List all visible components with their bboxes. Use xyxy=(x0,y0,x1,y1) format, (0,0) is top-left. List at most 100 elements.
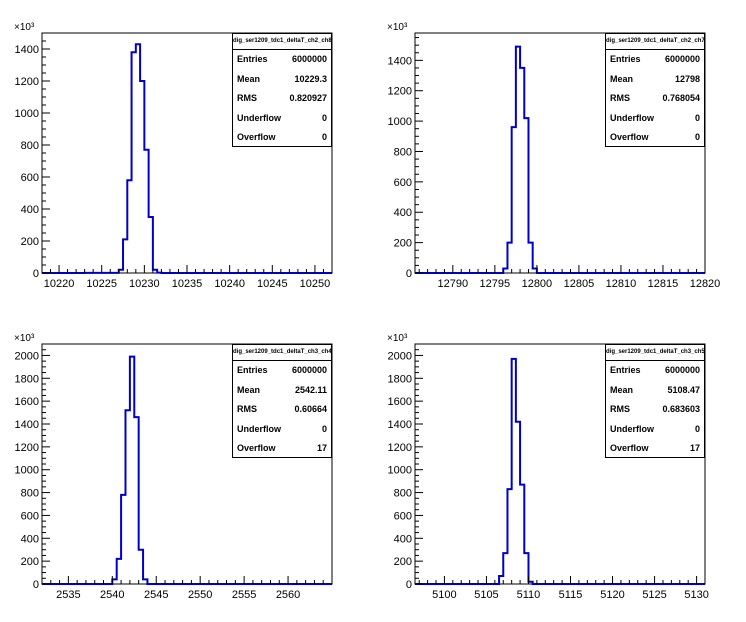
y-tick-label: 1200 xyxy=(15,76,39,88)
histogram-line xyxy=(42,355,332,585)
y-tick-label: 200 xyxy=(21,556,39,568)
stats-rms-value: 0.683603 xyxy=(662,404,700,414)
x-tick-label: 10240 xyxy=(214,278,245,290)
stats-overflow-value: 17 xyxy=(689,443,700,453)
stats-box-ch2-ch7: dig_ser1209_tdc1_deltaT_ch2_ch7 Entries 6… xyxy=(605,33,705,147)
y-tick-label: 1800 xyxy=(388,373,412,385)
stats-title: dig_ser1209_tdc1_deltaT_ch3_ch4 xyxy=(233,345,331,361)
stats-row-overflow: Overflow 0 xyxy=(233,128,331,148)
y-tick-label: 200 xyxy=(394,556,412,568)
y-tick-label: 600 xyxy=(394,510,412,522)
y-tick-label: 400 xyxy=(21,204,39,216)
stats-entries-value: 6000000 xyxy=(664,365,700,375)
x-tick-label: 2535 xyxy=(56,589,80,601)
y-tick-label: 1200 xyxy=(388,442,412,454)
y-tick-label: 1200 xyxy=(388,86,412,98)
x-tick-label: 10220 xyxy=(44,278,75,290)
x-tick-label: 2555 xyxy=(232,589,256,601)
x-tick-label: 10230 xyxy=(129,278,160,290)
y-tick-label: 400 xyxy=(394,533,412,545)
stats-row-underflow: Underflow 0 xyxy=(233,109,331,129)
y-tick-label: 200 xyxy=(394,238,412,250)
y-tick-label: 800 xyxy=(21,140,39,152)
stats-overflow-value: 0 xyxy=(694,132,700,142)
y-tick-label: 1800 xyxy=(15,373,39,385)
stats-row-overflow: Overflow 17 xyxy=(606,439,704,459)
y-tick-label: 600 xyxy=(21,510,39,522)
x-tick-label: 2550 xyxy=(188,589,212,601)
x-tick-label: 5130 xyxy=(684,589,708,601)
x-tick-label: 5105 xyxy=(474,589,498,601)
y-tick-label: 1400 xyxy=(15,44,39,56)
y-tick-label: 600 xyxy=(21,172,39,184)
stats-row-entries: Entries 6000000 xyxy=(606,50,704,70)
x-tick-label: 5120 xyxy=(600,589,624,601)
x-tick-label: 12815 xyxy=(648,278,679,290)
x-tick-label: 2560 xyxy=(276,589,300,601)
stats-underflow-value: 0 xyxy=(694,423,700,434)
y-tick-label: 400 xyxy=(21,533,39,545)
stats-overflow-value: 17 xyxy=(316,443,327,453)
histogram-panel-3: 2535 2540 2545 2550 2555 2560 0 200 400 600 800 100… xyxy=(14,333,333,601)
stats-row-underflow: Underflow 0 xyxy=(606,420,704,440)
stats-box-ch3-ch4: dig_ser1209_tdc1_deltaT_ch3_ch4 Entries 6… xyxy=(232,344,332,458)
y-tick-label: 0 xyxy=(33,268,39,280)
stats-underflow-value: 0 xyxy=(321,423,327,434)
stats-title: dig_ser1209_tdc1_deltaT_ch2_ch7 xyxy=(606,34,704,50)
x-tick-label: 10250 xyxy=(300,278,331,290)
y-tick-label: 0 xyxy=(406,268,412,280)
x-tick-label: 12790 xyxy=(438,278,469,290)
y-tick-label: 1200 xyxy=(15,442,39,454)
stats-overflow-value: 0 xyxy=(321,132,327,142)
y-tick-label: 1000 xyxy=(388,465,412,477)
stats-row-mean: Mean 5108.47 xyxy=(606,381,704,401)
stats-mean-value: 2542.11 xyxy=(294,384,327,395)
y-tick-label: 0 xyxy=(406,579,412,591)
stats-mean-value: 10229.3 xyxy=(294,73,327,84)
stats-row-rms: RMS 0.60664 xyxy=(233,400,331,420)
stats-row-mean: Mean 10229.3 xyxy=(233,70,331,90)
histogram-panel-2: 12790 12795 12800 12805 12810 12815 12820 0 200 4… xyxy=(387,22,720,290)
x-tick-label: 12805 xyxy=(564,278,595,290)
histogram-panel-1: 10220 10225 10230 10235 10240 10245 10250 0 200 4… xyxy=(14,22,333,290)
stats-underflow-value: 0 xyxy=(321,112,327,123)
y-tick-label: 1400 xyxy=(388,419,412,431)
y-tick-label: 2000 xyxy=(15,350,39,362)
y-exponent-label: ×10³ xyxy=(14,333,35,344)
x-tick-label: 12800 xyxy=(522,278,553,290)
x-tick-label: 10235 xyxy=(172,278,203,290)
stats-rms-value: 0.60664 xyxy=(294,404,327,414)
x-tick-label: 5115 xyxy=(559,589,583,601)
x-tick-label: 2540 xyxy=(100,589,124,601)
histogram-line xyxy=(42,43,332,274)
x-tick-label: 5125 xyxy=(642,589,666,601)
y-tick-label: 1400 xyxy=(15,419,39,431)
stats-row-entries: Entries 6000000 xyxy=(233,361,331,381)
y-tick-label: 2000 xyxy=(388,350,412,362)
x-tick-label: 5110 xyxy=(517,589,541,601)
stats-row-entries: Entries 6000000 xyxy=(606,361,704,381)
y-tick-label: 400 xyxy=(394,207,412,219)
stats-box-ch3-ch5: dig_ser1209_tdc1_deltaT_ch3_ch5 Entries 6… xyxy=(605,344,705,458)
x-tick-label: 12795 xyxy=(480,278,511,290)
y-tick-label: 1600 xyxy=(15,396,39,408)
stats-row-rms: RMS 0.683603 xyxy=(606,400,704,420)
y-tick-label: 600 xyxy=(394,177,412,189)
stats-row-rms: RMS 0.768054 xyxy=(606,89,704,109)
stats-row-rms: RMS 0.820927 xyxy=(233,89,331,109)
y-tick-label: 200 xyxy=(21,236,39,248)
y-tick-label: 1600 xyxy=(388,396,412,408)
y-exponent-label: ×10³ xyxy=(387,22,408,33)
y-tick-label: 1400 xyxy=(388,55,412,67)
y-exponent-label: ×10³ xyxy=(387,333,408,344)
x-tick-label: 5100 xyxy=(432,589,456,601)
x-tick-label: 12820 xyxy=(690,278,721,290)
stats-mean-value: 12798 xyxy=(674,73,700,84)
stats-box-ch2-ch8: dig_ser1209_tdc1_deltaT_ch2_ch8 Entries 6… xyxy=(232,33,332,147)
stats-row-entries: Entries 6000000 xyxy=(233,50,331,70)
y-tick-label: 0 xyxy=(33,579,39,591)
stats-title: dig_ser1209_tdc1_deltaT_ch3_ch5 xyxy=(606,345,704,361)
histogram-line xyxy=(415,45,705,274)
y-exponent-label: ×10³ xyxy=(14,22,35,33)
